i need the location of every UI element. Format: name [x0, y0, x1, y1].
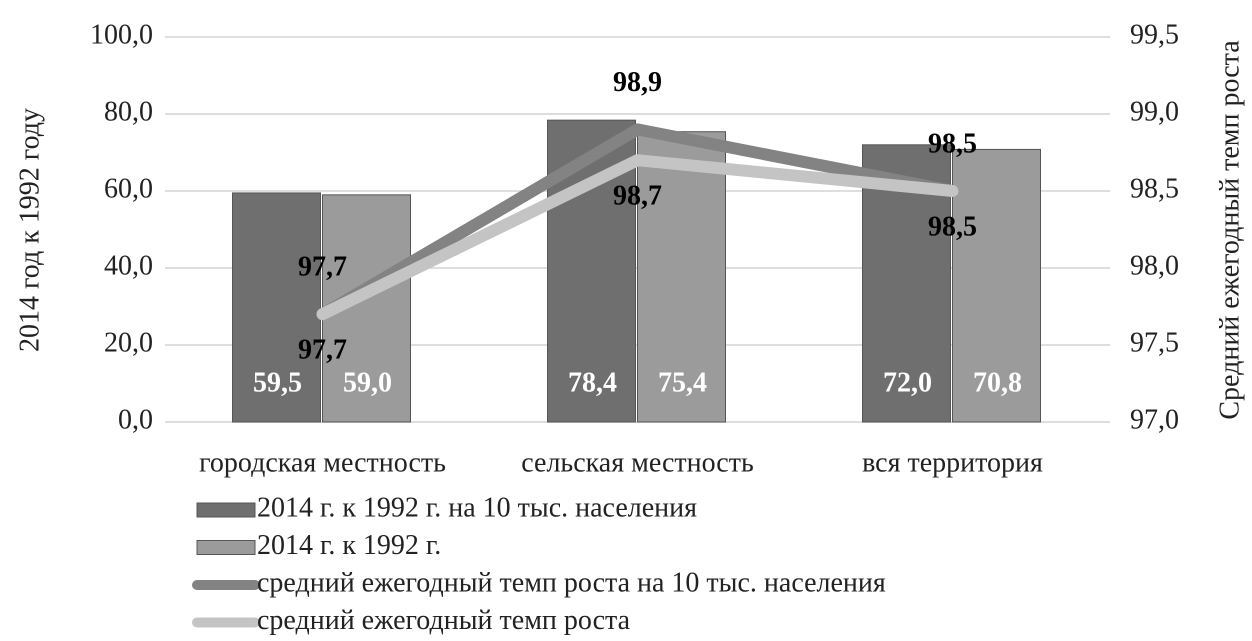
- line-value-label: 98,7: [613, 181, 662, 212]
- y2-tick-label: 99,5: [1130, 19, 1179, 50]
- y-tick-label: 40,0: [104, 250, 153, 281]
- line-series: [316, 123, 959, 321]
- y-tick-label: 60,0: [104, 173, 153, 204]
- bar: [952, 148, 1041, 423]
- line-value-label: 98,5: [928, 128, 977, 159]
- line-series: [316, 154, 959, 321]
- legend-label: средний ежегодный темп роста на 10 тыс. …: [257, 567, 886, 598]
- line-value-label: 98,5: [928, 211, 977, 242]
- y-axis-title: 2014 год к 1992 году: [14, 108, 45, 352]
- bar-value-label: 59,0: [343, 367, 392, 398]
- bar-value-label: 70,8: [973, 367, 1022, 398]
- legend-swatch: [196, 540, 256, 555]
- bar-value-label: 59,5: [253, 367, 302, 398]
- x-tick-label: городская местность: [199, 447, 446, 478]
- y2-tick-label: 97,0: [1130, 404, 1179, 435]
- y-tick-label: 0,0: [118, 404, 153, 435]
- bar: [637, 131, 726, 423]
- y2-tick-label: 99,0: [1130, 96, 1179, 127]
- legend-swatch: [196, 502, 256, 518]
- x-tick-label: сельская местность: [521, 447, 753, 478]
- bar-value-label: 75,4: [658, 367, 707, 398]
- bar-value-label: 72,0: [883, 367, 932, 398]
- y2-tick-label: 98,0: [1130, 250, 1179, 281]
- y2-tick-label: 98,5: [1130, 173, 1179, 204]
- x-tick-label: вся территория: [862, 447, 1043, 478]
- legend-label: 2014 г. к 1992 г. на 10 тыс. населения: [257, 492, 697, 523]
- legend-label: средний ежегодный темп роста: [257, 605, 631, 636]
- line-value-label: 97,7: [298, 252, 347, 283]
- line-value-label: 98,9: [613, 67, 662, 98]
- y-tick-label: 100,0: [90, 19, 153, 50]
- y-tick-label: 20,0: [104, 327, 153, 358]
- bar-value-label: 78,4: [568, 367, 617, 398]
- legend-label: 2014 г. к 1992 г.: [257, 530, 441, 561]
- y-tick-label: 80,0: [104, 96, 153, 127]
- y2-tick-label: 97,5: [1130, 327, 1179, 358]
- line-value-label: 97,7: [298, 335, 347, 366]
- y2-axis-title: Средний ежегодный темп роста: [1214, 40, 1245, 420]
- bar: [232, 192, 321, 423]
